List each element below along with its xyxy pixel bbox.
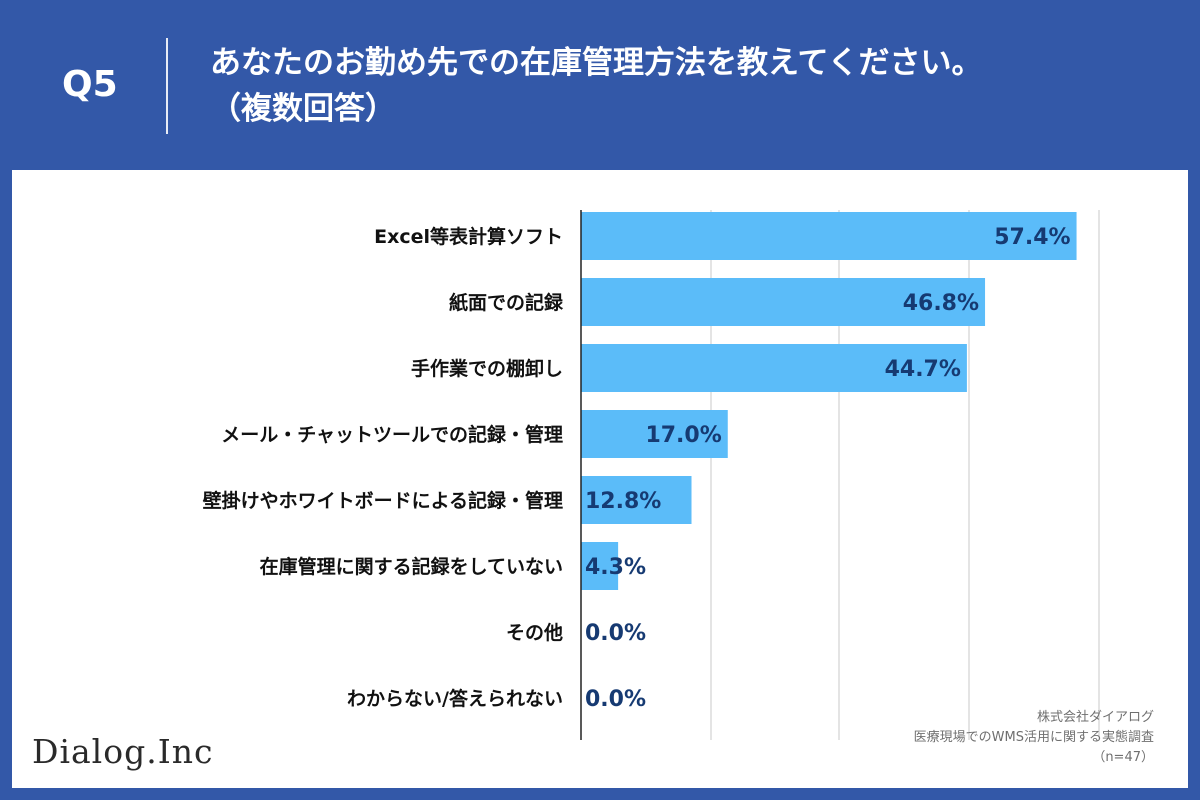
value-label-4: 17.0% bbox=[645, 423, 721, 448]
category-label-8: わからない/答えられない bbox=[347, 687, 563, 710]
bar-4 bbox=[581, 410, 728, 458]
source-survey: 医療現場でのWMS活用に関する実態調査 bbox=[913, 730, 1154, 745]
question-title: あなたのお勤め先での在庫管理方法を教えてください。 （複数回答） bbox=[210, 40, 1170, 132]
bar-6 bbox=[581, 542, 619, 590]
category-label-4: メール・チャットツールでの記録・管理 bbox=[221, 423, 563, 446]
source-note: 株式会社ダイアログ 医療現場でのWMS活用に関する実態調査 （n=47） bbox=[914, 708, 1154, 768]
question-number: Q5 bbox=[62, 64, 118, 105]
sample-size: （n=47） bbox=[1092, 750, 1154, 765]
bar-3 bbox=[581, 344, 967, 392]
category-label-2: 紙面での記録 bbox=[449, 291, 564, 314]
value-label-7: 0.0% bbox=[585, 621, 646, 646]
category-label-1: Excel等表計算ソフト bbox=[374, 225, 563, 248]
category-label-3: 手作業での棚卸し bbox=[411, 357, 563, 380]
header: Q5 あなたのお勤め先での在庫管理方法を教えてください。 （複数回答） bbox=[0, 0, 1200, 170]
value-label-8: 0.0% bbox=[585, 687, 646, 712]
header-divider bbox=[166, 38, 168, 134]
category-label-6: 在庫管理に関する記録をしていない bbox=[260, 555, 563, 578]
bar-2 bbox=[581, 278, 986, 326]
value-label-2: 46.8% bbox=[903, 291, 979, 316]
value-label-6: 4.3% bbox=[585, 555, 646, 580]
value-label-3: 44.7% bbox=[885, 357, 961, 382]
bar-1 bbox=[581, 212, 1077, 260]
category-label-5: 壁掛けやホワイトボードによる記録・管理 bbox=[203, 489, 563, 512]
question-title-line2: （複数回答） bbox=[210, 91, 396, 127]
bar-chart: Excel等表計算ソフト 57.4% 紙面での記録 46.8% 手作業での棚卸し 44.7… bbox=[203, 210, 1100, 740]
bar-5 bbox=[581, 476, 692, 524]
category-label-7: その他 bbox=[506, 621, 563, 644]
source-company: 株式会社ダイアログ bbox=[1036, 710, 1154, 725]
question-title-line1: あなたのお勤め先での在庫管理方法を教えてください。 bbox=[210, 45, 983, 81]
value-label-1: 57.4% bbox=[994, 225, 1070, 250]
chart-card: Excel等表計算ソフト 57.4% 紙面での記録 46.8% 手作業での棚卸し 44.7… bbox=[12, 170, 1188, 788]
value-label-5: 12.8% bbox=[585, 489, 661, 514]
company-logo: Dialog.Inc bbox=[32, 732, 214, 771]
